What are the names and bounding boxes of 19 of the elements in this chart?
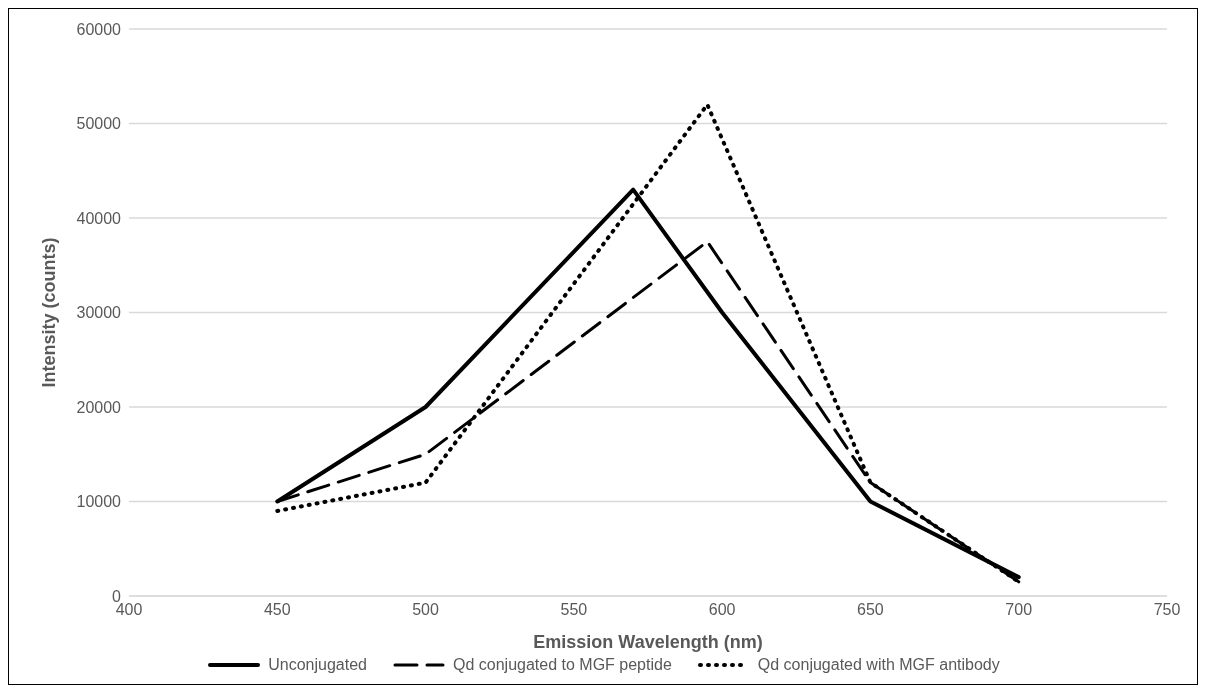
- y-tick-label: 20000: [76, 398, 122, 416]
- x-axis-title: Emission Wavelength (nm): [533, 632, 763, 652]
- x-tick-label: 400: [115, 601, 143, 619]
- y-axis-title: Intensity (counts): [39, 237, 60, 388]
- x-tick-label: 650: [857, 601, 884, 619]
- legend-label: Unconjugated: [268, 656, 368, 674]
- y-tick-label: 60000: [76, 20, 122, 38]
- y-tick-label: 40000: [76, 209, 122, 227]
- y-tick-label: 30000: [76, 304, 122, 322]
- x-tick-label: 700: [1005, 601, 1033, 619]
- y-tick-label: 10000: [76, 493, 122, 511]
- y-tick-label: 50000: [76, 115, 122, 133]
- x-tick-label: 750: [1153, 601, 1181, 619]
- x-tick-label: 500: [412, 601, 440, 619]
- x-tick-label: 450: [263, 601, 291, 619]
- x-tick-label: 550: [560, 601, 588, 619]
- legend-label: Qd conjugated with MGF antibody: [757, 656, 1000, 674]
- legend-label: Qd conjugated to MGF peptide: [453, 656, 672, 674]
- x-tick-label: 600: [708, 601, 736, 619]
